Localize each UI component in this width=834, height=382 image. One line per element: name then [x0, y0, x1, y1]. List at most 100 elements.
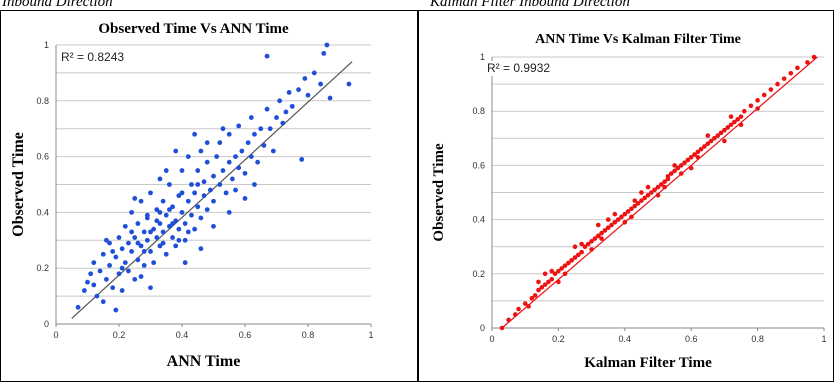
data-point — [104, 276, 109, 282]
data-point — [542, 282, 548, 287]
data-point — [132, 276, 138, 282]
data-point — [173, 148, 179, 154]
data-point — [201, 193, 207, 199]
data-point — [170, 221, 175, 226]
data-point — [116, 235, 122, 240]
data-point — [220, 126, 226, 132]
data-point — [506, 317, 511, 323]
y-tick-label: 1 — [480, 52, 485, 62]
data-point — [605, 217, 611, 222]
data-point — [157, 176, 163, 182]
data-point — [214, 154, 220, 160]
caption-right: Kalman Filter Inbound Direction — [430, 0, 630, 10]
data-point — [201, 179, 207, 185]
y-tick-label: 0.2 — [472, 269, 485, 279]
data-point — [672, 163, 677, 168]
data-point — [655, 184, 661, 190]
data-point — [182, 221, 188, 226]
data-point — [148, 249, 153, 254]
data-point — [552, 271, 558, 277]
data-point — [204, 207, 210, 213]
data-point — [176, 226, 182, 232]
data-point — [622, 211, 628, 217]
data-point — [157, 243, 163, 249]
r-squared-label: R² = 0.8243 — [61, 50, 124, 64]
data-point — [629, 214, 634, 220]
data-point — [141, 229, 147, 235]
data-point — [239, 148, 245, 154]
data-point — [248, 115, 254, 120]
r-squared-background — [484, 61, 558, 76]
data-point — [122, 260, 128, 266]
data-point — [665, 176, 671, 182]
data-point — [261, 143, 267, 148]
data-point — [805, 60, 810, 65]
data-point — [742, 108, 747, 114]
data-point — [549, 276, 555, 282]
data-point — [516, 306, 521, 312]
data-point — [116, 271, 122, 277]
data-point — [324, 42, 330, 48]
data-point — [176, 193, 182, 199]
y-tick-label: 0.4 — [36, 207, 49, 217]
chart-panel-left: 0 0.2 0.4 0.6 0.8 1 0 0.2 0.4 0.6 0.8 1 R² = 0.8243 O… — [0, 10, 418, 382]
data-point — [305, 92, 311, 98]
data-point — [179, 168, 185, 173]
data-point — [672, 168, 677, 174]
data-point — [119, 246, 125, 252]
trendline — [501, 56, 818, 329]
data-point — [688, 165, 694, 171]
data-point — [129, 210, 135, 215]
data-point — [728, 122, 734, 128]
data-point — [318, 81, 323, 87]
data-point — [566, 260, 571, 266]
data-point — [655, 192, 661, 198]
data-point — [81, 288, 87, 293]
chart-title: ANN Time Vs Kalman Filter Time — [535, 32, 741, 47]
data-point — [151, 260, 157, 266]
data-point — [110, 249, 116, 254]
data-point — [132, 235, 138, 240]
data-point — [176, 237, 182, 243]
x-tick-label: 0.2 — [552, 334, 565, 344]
data-point — [678, 163, 684, 168]
data-point — [346, 81, 352, 87]
data-point — [258, 126, 264, 132]
data-point — [280, 120, 286, 126]
data-point — [192, 226, 198, 232]
data-point — [722, 127, 727, 133]
data-point — [119, 265, 125, 271]
data-point — [198, 148, 204, 154]
data-point — [645, 184, 651, 190]
data-point — [795, 65, 800, 71]
y-axis-label: Observed Time — [10, 132, 27, 237]
data-point — [160, 240, 166, 246]
data-point — [91, 282, 97, 288]
data-point — [811, 54, 817, 60]
data-point — [688, 154, 694, 160]
data-point — [211, 223, 216, 229]
data-point — [107, 263, 112, 268]
data-point — [755, 98, 760, 103]
data-point — [695, 149, 701, 155]
data-point — [536, 287, 541, 293]
data-point — [148, 285, 153, 291]
data-point — [595, 222, 601, 228]
data-point — [668, 171, 674, 176]
data-point — [192, 131, 198, 137]
y-tick-label: 1 — [44, 40, 49, 50]
data-point — [217, 182, 223, 187]
data-point — [522, 301, 528, 306]
data-point — [695, 154, 701, 160]
caption-left: Inbound Direction — [2, 0, 113, 10]
data-point — [632, 203, 638, 209]
r-squared-background — [58, 50, 132, 65]
data-point — [685, 157, 691, 163]
data-point — [728, 114, 734, 119]
data-point — [179, 190, 185, 196]
data-point — [148, 229, 153, 235]
data-point — [732, 119, 737, 125]
data-point — [311, 70, 317, 76]
data-point — [195, 182, 201, 187]
data-point — [589, 238, 594, 244]
